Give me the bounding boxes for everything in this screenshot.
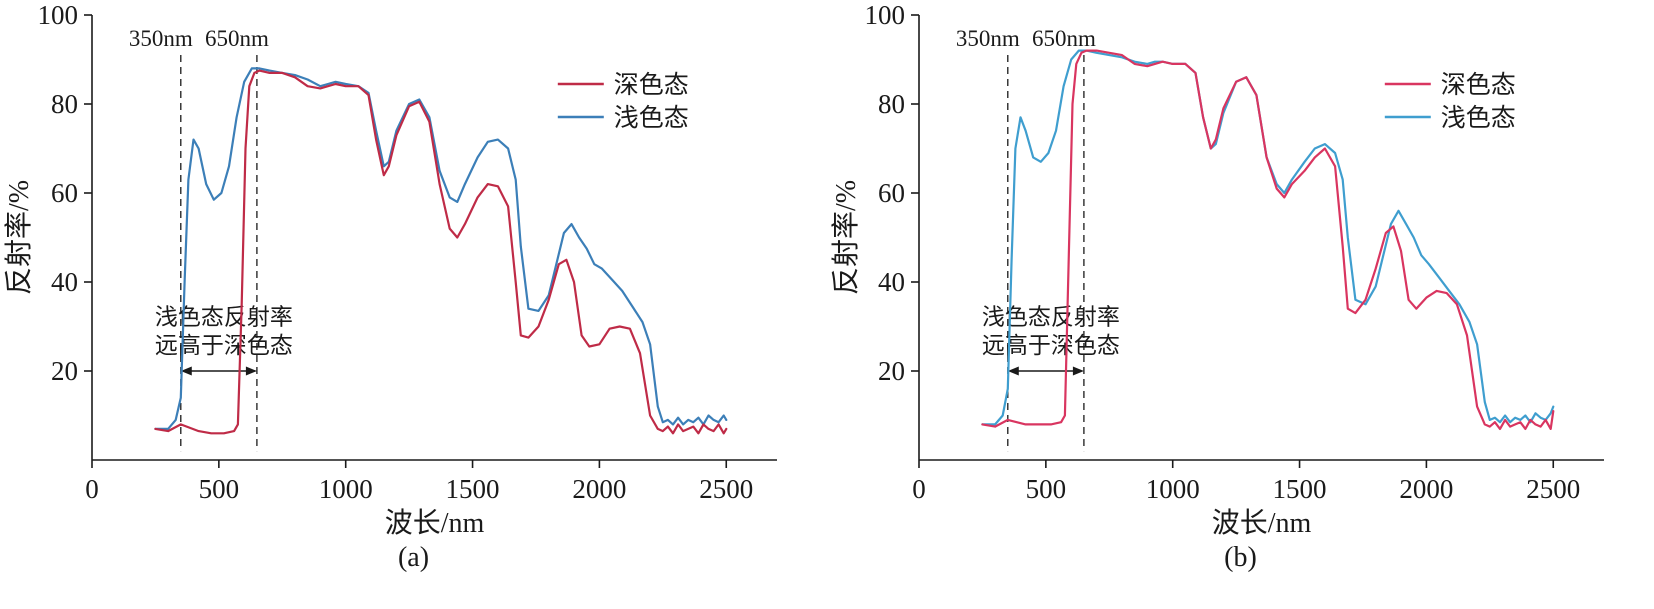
y-tick-label: 20 [878,356,905,386]
y-tick-label: 80 [51,89,78,119]
ref-line-label: 650nm [205,26,269,51]
x-tick-label: 2000 [1399,474,1453,504]
x-tick-label: 0 [85,474,99,504]
y-axis-label: 反射率/% [830,180,862,295]
x-tick-label: 500 [1026,474,1067,504]
x-tick-label: 2500 [699,474,753,504]
series-line-dark-state [981,49,1555,430]
chart-panel-b: 0 500 1000 1500 2000 2500 20 40 60 80 100 波长/nm 反射率/… [827,0,1654,609]
series-line-light-state [981,49,1555,426]
note-line: 浅色态反射率 [155,304,293,329]
chart-b-plot: 0 500 1000 1500 2000 2500 20 40 60 80 100 波长/nm 反射率/… [830,0,1604,539]
range-arrow-left-head [180,366,192,376]
x-tick-label: 2500 [1526,474,1580,504]
y-tick-label: 100 [865,0,906,30]
chart-panel-a: 0 500 1000 1500 2000 2500 20 40 60 80 100 波长/nm 反射率/… [3,0,777,573]
legend-label-dark-state: 深色态 [1441,71,1516,99]
subplot-label-b: (b) [1224,542,1257,573]
y-axis-label: 反射率/% [3,180,35,295]
ref-line-label: 650nm [1032,26,1096,51]
y-tick-label: 20 [51,356,78,386]
x-tick-label: 1500 [1273,474,1327,504]
y-tick-label: 40 [878,267,905,297]
x-tick-label: 1000 [319,474,373,504]
note-line: 浅色态反射率 [982,304,1120,329]
legend-label-light-state: 浅色态 [1441,104,1516,132]
legend-label-dark-state: 深色态 [614,71,689,99]
y-tick-label: 60 [51,178,78,208]
series-line-dark-state [154,69,728,435]
note-line: 远高于深色态 [982,333,1120,358]
y-tick-label: 80 [878,89,905,119]
note-line: 远高于深色态 [155,333,293,358]
y-tick-label: 60 [878,178,905,208]
range-arrow-right-head [1072,366,1084,376]
x-tick-label: 0 [912,474,926,504]
x-axis-label: 波长/nm [1212,507,1312,539]
range-arrow-right-head [245,366,257,376]
subplot-label-a: (a) [397,542,430,573]
range-arrow-left-head [1007,366,1019,376]
x-tick-label: 1000 [1146,474,1200,504]
x-tick-label: 1500 [446,474,500,504]
legend-label-light-state: 浅色态 [614,104,689,132]
y-tick-label: 40 [51,267,78,297]
x-axis-label: 波长/nm [385,507,485,539]
series-line-light-state [154,67,728,430]
chart-a-plot: 0 500 1000 1500 2000 2500 20 40 60 80 100 波长/nm 反射率/… [3,0,777,539]
ref-line-label: 350nm [129,26,193,51]
x-tick-label: 2000 [572,474,626,504]
ref-line-label: 350nm [956,26,1020,51]
x-tick-label: 500 [199,474,240,504]
y-tick-label: 100 [38,0,79,30]
